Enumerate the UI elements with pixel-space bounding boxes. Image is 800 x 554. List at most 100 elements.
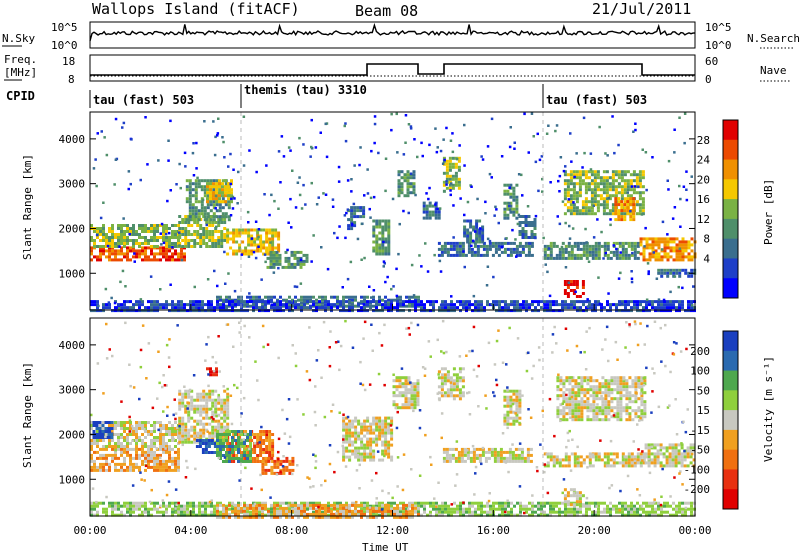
echo-cell [123,252,126,256]
echo-cell [129,239,132,242]
echo-cell [188,191,192,195]
echo-cell [663,309,666,313]
echo-cell [270,510,273,514]
colorbar-swatch [723,278,738,299]
echo-cell [120,468,123,472]
echo-cell [399,510,402,514]
echo-cell [468,513,471,517]
echo-cell [453,501,456,505]
echo-cell [147,433,150,436]
echo-cell [188,218,192,222]
echo-cell [516,309,519,313]
echo-cell [475,225,479,229]
echo-cell [414,193,417,197]
echo-cell [639,237,643,241]
echo-cell [237,309,240,313]
echo-cell [681,246,685,250]
echo-cell [621,241,625,245]
echo-cell [524,253,528,257]
echo-cell [506,241,510,245]
echo-cell [497,241,501,245]
echo-cell [457,168,461,172]
echo-cell [228,300,231,304]
echo-cell [608,176,612,180]
echo-cell [527,236,531,239]
echo-cell [264,503,267,507]
echo-cell [330,507,333,511]
echo-cell [642,246,646,250]
echo-cell [521,233,525,236]
echo-cell [191,206,195,210]
echo-cell [132,456,135,460]
noise-left-tick-hi: 10^5 [51,21,78,34]
echo-cell [246,210,250,214]
echo-cell [598,302,602,306]
echo-cell [531,303,534,307]
echo-cell [211,224,215,227]
echo-cell [439,303,443,306]
echo-cell [672,300,675,304]
echo-cell [153,456,156,460]
echo-cell [567,256,571,260]
echo-cell [387,231,391,235]
echo-cell [579,253,583,257]
echo-cell [144,227,147,230]
echo-cell [468,303,471,307]
echo-cell [184,428,188,432]
echo-cell [548,294,552,298]
echo-cell [150,447,153,451]
echo-cell [663,501,666,505]
echo-cell [546,306,549,310]
echo-cell [479,227,482,230]
echo-cell [209,182,212,186]
echo-cell [617,218,621,222]
echo-cell [344,139,348,143]
echo-cell [184,392,188,396]
echo-cell [331,205,335,208]
echo-cell [661,220,665,224]
echo-cell [247,249,251,253]
echo-cell [249,460,252,463]
echo-cell [597,300,600,304]
echo-cell [221,185,225,189]
echo-cell [384,246,388,250]
echo-cell [150,424,153,427]
echo-cell [165,306,168,310]
echo-cell [108,501,111,505]
echo-cell [150,439,153,442]
echo-cell [663,300,666,304]
echo-cell [255,300,258,304]
echo-cell [219,442,222,445]
echo-cell [578,170,582,174]
echo-cell [135,450,138,454]
echo-cell [620,215,624,219]
echo-cell [447,504,450,508]
echo-cell [609,309,612,313]
echo-cell [99,439,102,442]
echo-cell [114,421,117,424]
echo-cell [252,295,255,299]
echo-cell [450,182,453,185]
echo-cell [418,254,421,257]
echo-cell [481,231,485,235]
echo-cell [584,200,588,204]
echo-cell [277,266,280,270]
echo-cell [306,306,309,310]
echo-cell [214,389,218,393]
echo-cell [524,244,528,248]
echo-cell [243,509,246,513]
echo-cell [474,507,477,511]
echo-cell [203,120,206,123]
echo-cell [147,421,150,424]
echo-cell [171,510,174,514]
echo-cell [162,255,165,259]
echo-cell [186,303,189,307]
echo-cell [654,513,657,517]
echo-cell [159,447,162,451]
echo-cell [178,437,182,441]
echo-cell [298,193,302,197]
station-title: Wallops Island (fitACF) [92,0,300,18]
echo-cell [648,246,652,250]
echo-cell [205,395,209,399]
echo-cell [578,295,582,298]
